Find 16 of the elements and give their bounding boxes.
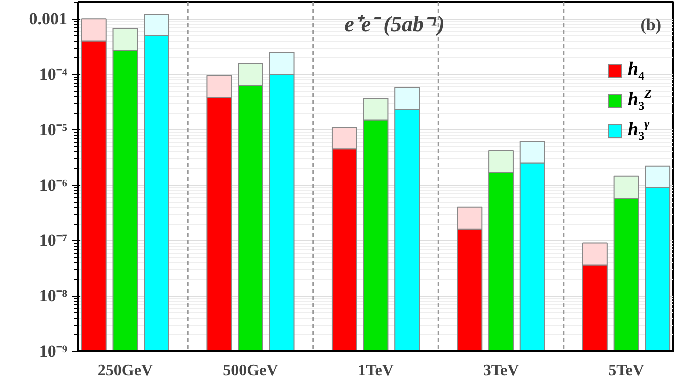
legend-label: h$_{4}$ xyxy=(628,58,645,84)
y-tick-label: 0.001 xyxy=(29,10,68,29)
x-tick-label: 250GeV xyxy=(98,362,154,380)
x-tick-label: 5TeV xyxy=(608,362,645,380)
x-tick-label: 500GeV xyxy=(223,362,279,380)
y-tick-label: 10⁻⁵ xyxy=(39,120,68,140)
legend-item: h$_{4}$ xyxy=(608,56,652,86)
y-tick-label: 10⁻⁹ xyxy=(39,342,68,361)
x-tick-label: 3TeV xyxy=(483,362,520,380)
y-tick-label: 10⁻⁴ xyxy=(39,65,68,84)
chart-title: e⁺e⁻ (5ab⁻¹) xyxy=(344,12,445,36)
y-tick-label: 10⁻⁶ xyxy=(39,176,68,195)
annotation: (b) xyxy=(640,16,662,34)
y-tick-label: 10⁻⁸ xyxy=(39,286,68,306)
y-tick-label: 10⁻⁷ xyxy=(39,231,68,250)
x-tick-label: 1TeV xyxy=(358,362,394,380)
